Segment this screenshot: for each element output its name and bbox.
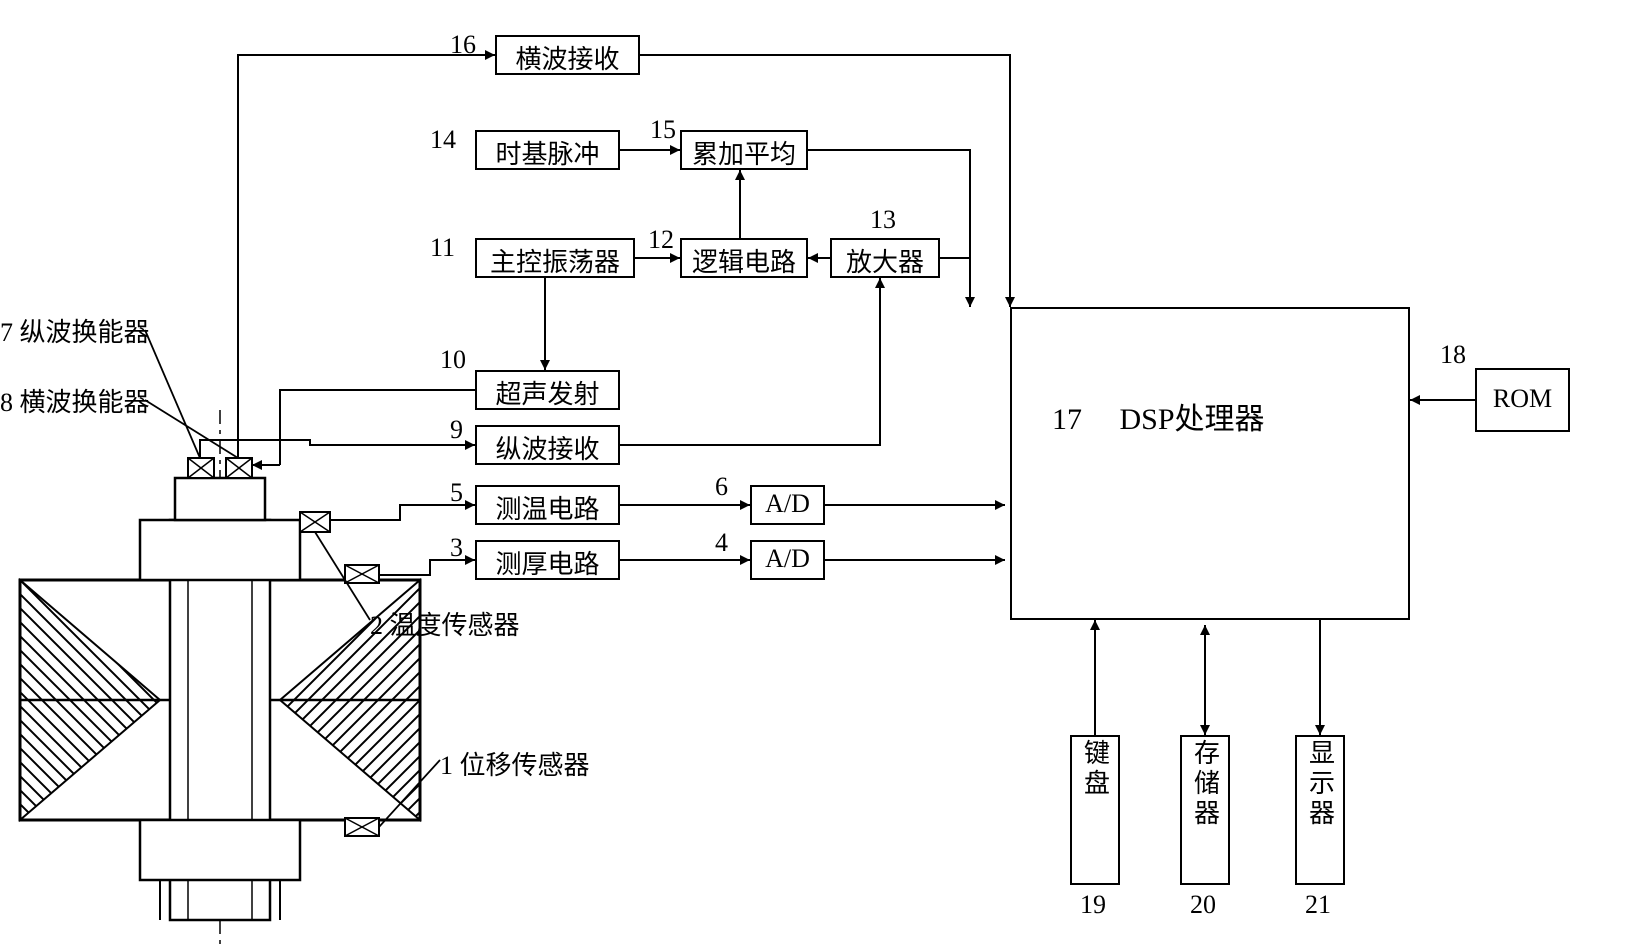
num-15: 15: [650, 115, 676, 145]
num-11: 11: [430, 233, 455, 263]
label-b16: 横波接收: [515, 45, 619, 74]
num-10: 10: [440, 345, 466, 375]
label-b21: 显示器: [1302, 739, 1339, 829]
label-b10: 超声发射: [495, 380, 599, 409]
num-s1: 1: [440, 751, 453, 780]
label-b15: 累加平均: [692, 140, 796, 169]
num-4: 4: [715, 528, 728, 558]
label-s7: 纵波换能器: [20, 318, 150, 347]
box-ultra-tx: 超声发射: [475, 370, 620, 410]
label-b5: 测温电路: [495, 495, 599, 524]
box-dsp: 17 DSP处理器: [1010, 307, 1410, 620]
box-logic: 逻辑电路: [680, 238, 808, 278]
callout-8: 8 横波换能器: [0, 382, 150, 419]
label-b17: DSP处理器: [1120, 403, 1265, 436]
callout-1: 1 位移传感器: [440, 745, 590, 782]
num-12: 12: [648, 225, 674, 255]
callout-7: 7 纵波换能器: [0, 312, 150, 349]
num-20: 20: [1190, 890, 1216, 920]
label-b6: A/D: [765, 489, 810, 518]
label-b11: 主控振荡器: [490, 248, 620, 277]
num-13: 13: [870, 205, 896, 235]
num-3: 3: [450, 533, 463, 563]
box-ad-6: A/D: [750, 485, 825, 525]
label-b9: 纵波接收: [495, 435, 599, 464]
num-s7: 7: [0, 318, 13, 347]
num-5: 5: [450, 478, 463, 508]
box-temp-circuit: 测温电路: [475, 485, 620, 525]
box-ad-4: A/D: [750, 540, 825, 580]
box-accumulate: 累加平均: [680, 130, 808, 170]
label-b13: 放大器: [846, 248, 924, 277]
num-s8: 8: [0, 388, 13, 417]
box-thick-circuit: 测厚电路: [475, 540, 620, 580]
num-6: 6: [715, 472, 728, 502]
label-b18: ROM: [1493, 384, 1552, 413]
box-master-osc: 主控振荡器: [475, 238, 635, 278]
label-b12: 逻辑电路: [692, 248, 796, 277]
label-s1: 位移传感器: [460, 751, 590, 780]
label-b4: A/D: [765, 544, 810, 573]
label-s2: 温度传感器: [390, 611, 520, 640]
num-9: 9: [450, 415, 463, 445]
callout-2: 2 温度传感器: [370, 605, 520, 642]
num-17: 17: [1052, 403, 1082, 436]
num-16: 16: [450, 30, 476, 60]
box-timebase: 时基脉冲: [475, 130, 620, 170]
box-rom: ROM: [1475, 368, 1570, 432]
box-keyboard: 键盘: [1070, 735, 1120, 885]
num-s2: 2: [370, 611, 383, 640]
box-amplifier: 放大器: [830, 238, 940, 278]
label-s8: 横波换能器: [20, 388, 150, 417]
num-18: 18: [1440, 340, 1466, 370]
num-21: 21: [1305, 890, 1331, 920]
num-14: 14: [430, 125, 456, 155]
box-long-receive: 纵波接收: [475, 425, 620, 465]
diagram-canvas: 横波接收 16 时基脉冲 14 累加平均 15 主控振荡器 11 逻辑电路 12…: [0, 0, 1626, 950]
label-b14: 时基脉冲: [495, 140, 599, 169]
label-b19: 键盘: [1077, 739, 1114, 799]
box-storage: 存储器: [1180, 735, 1230, 885]
label-b20: 存储器: [1187, 739, 1224, 829]
label-b3: 测厚电路: [495, 550, 599, 579]
num-19: 19: [1080, 890, 1106, 920]
box-display: 显示器: [1295, 735, 1345, 885]
box-shear-receive: 横波接收: [495, 35, 640, 75]
